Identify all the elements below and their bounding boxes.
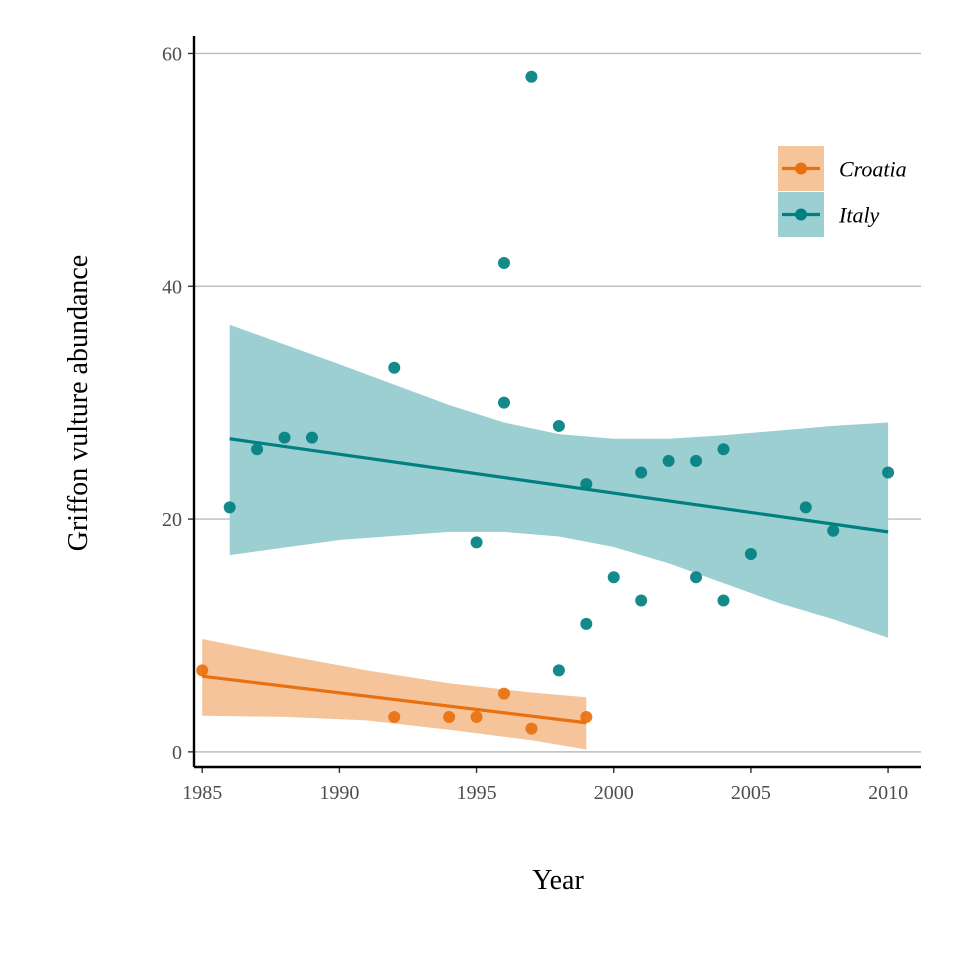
- y-tick-label: 60: [162, 43, 182, 65]
- italy-data-point: [278, 431, 291, 444]
- legend-label-italy: Italy: [838, 203, 880, 228]
- italy-data-point: [882, 466, 895, 479]
- x-tick-label: 1990: [319, 782, 359, 804]
- italy-data-point: [690, 454, 703, 467]
- italy-trend-line: [229, 437, 889, 534]
- croatia-data-point: [470, 710, 483, 723]
- italy-data-point: [662, 454, 675, 467]
- x-tick-label: 2010: [868, 782, 908, 804]
- italy-data-point: [717, 443, 730, 456]
- italy-confidence-band: [229, 324, 889, 638]
- y-tick-label: 40: [162, 276, 182, 298]
- italy-data-point: [223, 501, 236, 514]
- croatia-data-point: [498, 687, 511, 700]
- legend-marker-croatia: [795, 162, 807, 175]
- italy-data-point: [498, 396, 511, 409]
- italy-data-point: [717, 594, 730, 607]
- legend-label-croatia: Croatia: [839, 157, 907, 182]
- italy-data-point: [827, 524, 840, 537]
- italy-data-point: [799, 501, 812, 514]
- y-axis-title: Griffon vulture abundance: [63, 255, 94, 552]
- italy-data-point: [635, 466, 648, 479]
- y-tick-label: 0: [172, 742, 182, 764]
- italy-data-point: [305, 431, 318, 444]
- italy-data-point: [580, 478, 593, 491]
- tick-labels: 0 20 40 60 1985 1990 1995 2000 2005 2010: [162, 43, 908, 804]
- x-tick-label: 2005: [731, 782, 771, 804]
- croatia-trend-line: [202, 674, 587, 725]
- italy-data-point: [388, 361, 401, 374]
- italy-data-point: [498, 256, 511, 269]
- x-tick-label: 1985: [182, 782, 222, 804]
- axes: [188, 36, 921, 773]
- italy-data-point: [690, 571, 703, 584]
- legend-marker-italy: [795, 208, 807, 221]
- trend-lines: [202, 437, 889, 725]
- data-points: [196, 70, 895, 735]
- italy-data-point: [251, 443, 264, 456]
- italy-data-point: [744, 547, 757, 560]
- italy-data-point: [470, 536, 483, 549]
- x-tick-label: 2000: [594, 782, 634, 804]
- croatia-data-point: [580, 710, 593, 723]
- y-tick-label: 20: [162, 509, 182, 531]
- italy-data-point: [607, 571, 620, 584]
- croatia-data-point: [196, 664, 209, 677]
- italy-data-point: [635, 594, 648, 607]
- italy-data-point: [580, 617, 593, 630]
- croatia-data-point: [443, 710, 456, 723]
- italy-data-point: [525, 70, 538, 83]
- x-axis-title: Year: [532, 865, 584, 896]
- legend: Croatia Italy: [778, 146, 907, 237]
- croatia-data-point: [525, 722, 538, 735]
- italy-data-point: [552, 664, 565, 677]
- x-tick-label: 1995: [457, 782, 497, 804]
- croatia-data-point: [388, 710, 401, 723]
- confidence-bands: [202, 324, 889, 750]
- croatia-confidence-band: [202, 639, 587, 750]
- italy-data-point: [552, 419, 565, 432]
